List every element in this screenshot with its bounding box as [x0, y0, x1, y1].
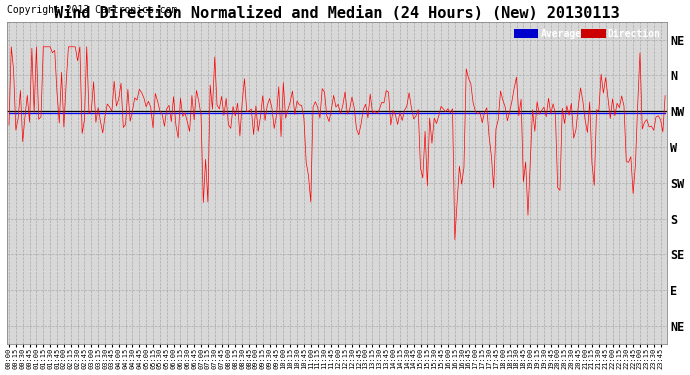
- Legend: Average, Direction: Average, Direction: [512, 27, 662, 41]
- Title: Wind Direction Normalized and Median (24 Hours) (New) 20130113: Wind Direction Normalized and Median (24…: [55, 6, 620, 21]
- Text: Copyright 2013 Cartronics.com: Copyright 2013 Cartronics.com: [8, 5, 178, 15]
